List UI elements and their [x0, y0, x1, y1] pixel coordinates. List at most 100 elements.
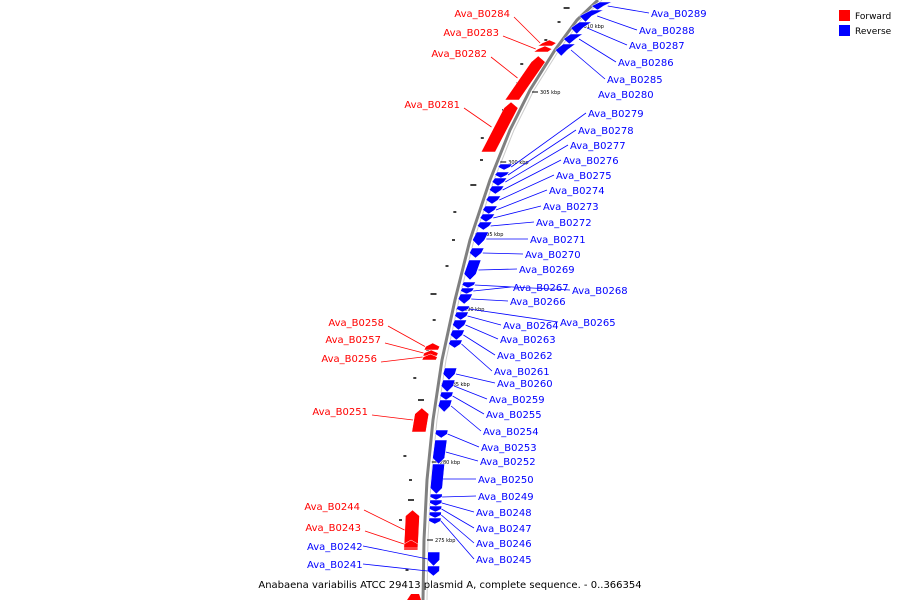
forward-gene-label: Ava_B0257: [325, 335, 381, 346]
reverse-gene-leader: [578, 38, 617, 63]
reverse-gene-arrow: [448, 339, 463, 349]
reverse-gene-arrow: [554, 43, 577, 57]
reverse-gene-leader: [482, 252, 524, 255]
reverse-gene-label: Ava_B0275: [556, 171, 612, 182]
forward-gene-leader: [384, 342, 424, 354]
forward-gene-label: Ava_B0282: [431, 49, 487, 60]
reverse-gene-arrow: [457, 293, 473, 305]
reverse-gene-label: Ava_B0289: [651, 9, 707, 20]
reverse-gene-label: Ava_B0252: [480, 457, 536, 468]
reverse-gene-arrow: [428, 511, 442, 519]
reverse-gene-leader: [453, 385, 488, 400]
map-caption: Anabaena variabilis ATCC 29413 plasmid A…: [258, 580, 641, 591]
reverse-gene-arrow: [450, 329, 465, 341]
scale-tick-label: 310 kbp: [584, 24, 604, 30]
forward-gene-label: Ava_B0256: [321, 354, 377, 365]
reverse-gene-arrow: [497, 163, 513, 171]
reverse-gene-arrow: [429, 493, 443, 501]
reverse-gene-arrow: [482, 205, 498, 215]
forward-gene-arrow: [532, 45, 553, 53]
forward-gene-leader: [502, 35, 536, 50]
scale-tick-label: 305 kbp: [540, 90, 560, 96]
reverse-gene-leader: [471, 298, 509, 302]
reverse-gene-leader: [447, 433, 480, 448]
reverse-gene-label: Ava_B0249: [478, 492, 534, 503]
reverse-gene-label: Ava_B0278: [578, 126, 634, 137]
reverse-gene-label: Ava_B0259: [489, 395, 545, 406]
reverse-gene-leader: [442, 495, 477, 498]
reverse-gene-arrow: [494, 171, 510, 179]
forward-gene-label: Ava_B0284: [454, 9, 510, 20]
reverse-gene-leader: [440, 514, 475, 544]
legend-reverse-label: Reverse: [855, 27, 892, 37]
reverse-gene-leader: [505, 144, 569, 183]
legend-reverse-swatch: [839, 25, 850, 36]
reverse-gene-arrow: [439, 391, 454, 401]
reverse-gene-leader: [507, 129, 577, 176]
forward-gene-arrow: [423, 342, 441, 351]
forward-gene-label: Ava_B0283: [443, 28, 499, 39]
reverse-gene-arrow: [442, 367, 458, 381]
reverse-gene-arrow: [428, 517, 442, 525]
reverse-gene-leader: [510, 112, 587, 168]
reverse-gene-label: Ava_B0271: [530, 235, 586, 246]
reverse-gene-label: Ava_B0247: [476, 524, 532, 535]
reverse-gene-leader: [455, 373, 496, 384]
reverse-gene-arrow: [440, 379, 456, 393]
reverse-gene-label: Ava_B0274: [549, 186, 605, 197]
reverse-gene-label: Ava_B0280: [598, 90, 654, 101]
reverse-gene-leader: [362, 545, 428, 560]
reverse-gene-label: Ava_B0277: [570, 141, 626, 152]
forward-gene-label: Ava_B0244: [304, 502, 360, 513]
legend-forward-label: Forward: [855, 12, 891, 22]
reverse-gene-label: Ava_B0265: [560, 318, 616, 329]
reverse-gene-label: Ava_B0255: [486, 410, 542, 421]
reverse-gene-leader: [478, 268, 518, 271]
reverse-gene-arrow: [476, 221, 493, 231]
reverse-gene-leader: [473, 286, 512, 292]
scale-tick-label: 295 kbp: [483, 232, 503, 238]
reverse-gene-label: Ava_B0267: [513, 283, 569, 294]
forward-gene-leader: [463, 107, 492, 128]
forward-gene-leader: [513, 16, 541, 44]
reverse-gene-leader: [493, 205, 542, 219]
reverse-gene-label: Ava_B0268: [572, 286, 628, 297]
reverse-gene-label: Ava_B0264: [503, 321, 559, 332]
reverse-gene-label: Ava_B0241: [307, 560, 363, 571]
reverse-gene-leader: [441, 508, 475, 529]
reverse-gene-label: Ava_B0270: [525, 250, 581, 261]
reverse-gene-arrow: [485, 195, 502, 205]
forward-gene-leader: [364, 530, 405, 545]
reverse-gene-leader: [440, 520, 475, 560]
reverse-gene-arrow: [579, 9, 604, 23]
reverse-gene-leader: [441, 502, 475, 513]
reverse-gene-arrow: [427, 565, 440, 577]
forward-gene-label: Ava_B0281: [404, 100, 460, 111]
reverse-gene-arrow: [437, 399, 453, 413]
reverse-gene-arrow: [562, 33, 584, 45]
reverse-gene-label: Ava_B0246: [476, 539, 532, 550]
forward-gene-arrow: [480, 101, 519, 153]
reverse-gene-arrow: [429, 505, 442, 513]
reverse-gene-label: Ava_B0288: [639, 26, 695, 37]
reverse-gene-arrow: [488, 185, 505, 195]
label-layer: Ava_B0284 Ava_B0283 Ava_B0282 Ava_B0281 Ava_…: [304, 5, 707, 572]
reverse-gene-label: Ava_B0263: [500, 335, 556, 346]
reverse-gene-arrow: [460, 287, 475, 295]
forward-gene-arrow: [407, 594, 422, 600]
reverse-gene-label: Ava_B0266: [510, 297, 566, 308]
reverse-gene-arrow: [491, 177, 508, 187]
reverse-gene-arrow: [570, 21, 593, 35]
reverse-gene-label: Ava_B0262: [497, 351, 553, 362]
reverse-gene-leader: [597, 15, 638, 31]
reverse-gene-leader: [607, 5, 650, 14]
forward-gene-leader: [363, 509, 405, 531]
reverse-gene-leader: [499, 174, 555, 201]
reverse-gene-arrow: [472, 231, 490, 247]
forward-gene-arrow: [411, 407, 430, 433]
reverse-gene-label: Ava_B0260: [497, 379, 553, 390]
forward-gene-leader: [371, 414, 414, 421]
reverse-gene-arrow: [430, 463, 445, 495]
reverse-gene-label: Ava_B0261: [494, 367, 550, 378]
reverse-gene-label: Ava_B0285: [607, 75, 663, 86]
